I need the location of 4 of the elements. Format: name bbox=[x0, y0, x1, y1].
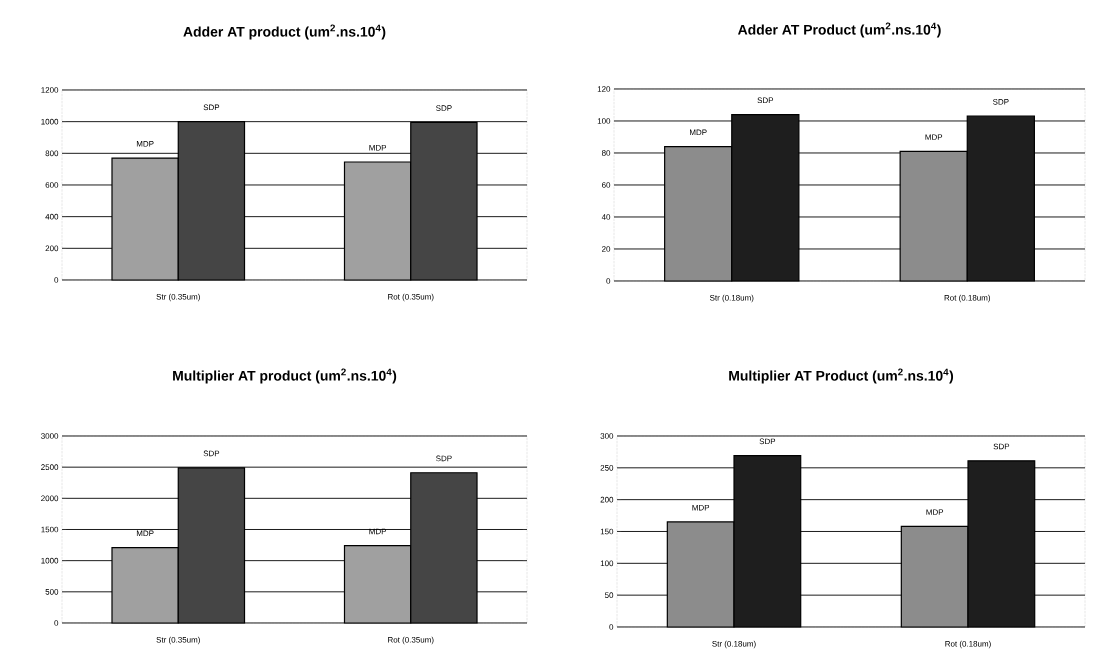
chart-title: Multiplier AT Product (um$^{2}$.ns.10$^{4}$) bbox=[729, 368, 954, 384]
chart-title: Adder AT product (um$^{2}$.ns.10$^{4}$) bbox=[183, 24, 386, 40]
chart-title: Multiplier AT product (um$^{2}$.ns.10$^{4}$) bbox=[173, 368, 397, 384]
chart-title: Adder AT Product (um$^{2}$.ns.10$^{4}$) bbox=[737, 22, 941, 38]
